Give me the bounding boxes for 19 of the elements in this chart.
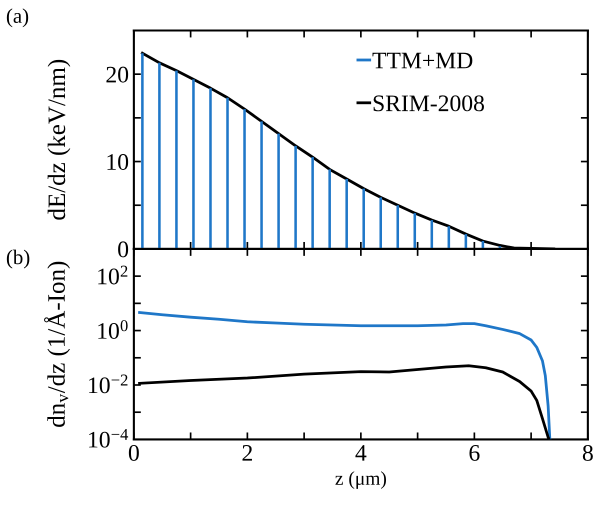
legend-label: SRIM-2008 <box>374 95 484 112</box>
x-tick-label: 6 <box>469 445 480 461</box>
y-tick-label: 10 <box>107 154 128 170</box>
x-axis-title: z (μm) <box>335 471 386 489</box>
legend-label: TTM+MD <box>372 52 472 68</box>
text: (a) <box>6 8 28 28</box>
x-tick-label: 0 <box>128 444 139 461</box>
y-tick-label: 20 <box>106 66 128 83</box>
x-tick-label: 4 <box>355 445 366 461</box>
y-tick-label: 0 <box>118 241 128 258</box>
text: (b) <box>6 250 30 269</box>
x-tick-label: 8 <box>582 444 593 461</box>
y-axis-title: dn$_{v}$/dz (1/Å-Ion) <box>44 262 70 427</box>
y-tick-label: 10$^{0}$ <box>98 320 128 339</box>
y-tick-label: 10$^{2}$ <box>98 266 128 284</box>
y-tick-label: 10$^{−2}$ <box>89 374 128 394</box>
y-tick-label: 10$^{−4}$ <box>89 428 128 448</box>
y-axis-title: dE/dz (keV/nm) <box>48 60 70 220</box>
x-tick-label: 2 <box>242 445 252 461</box>
